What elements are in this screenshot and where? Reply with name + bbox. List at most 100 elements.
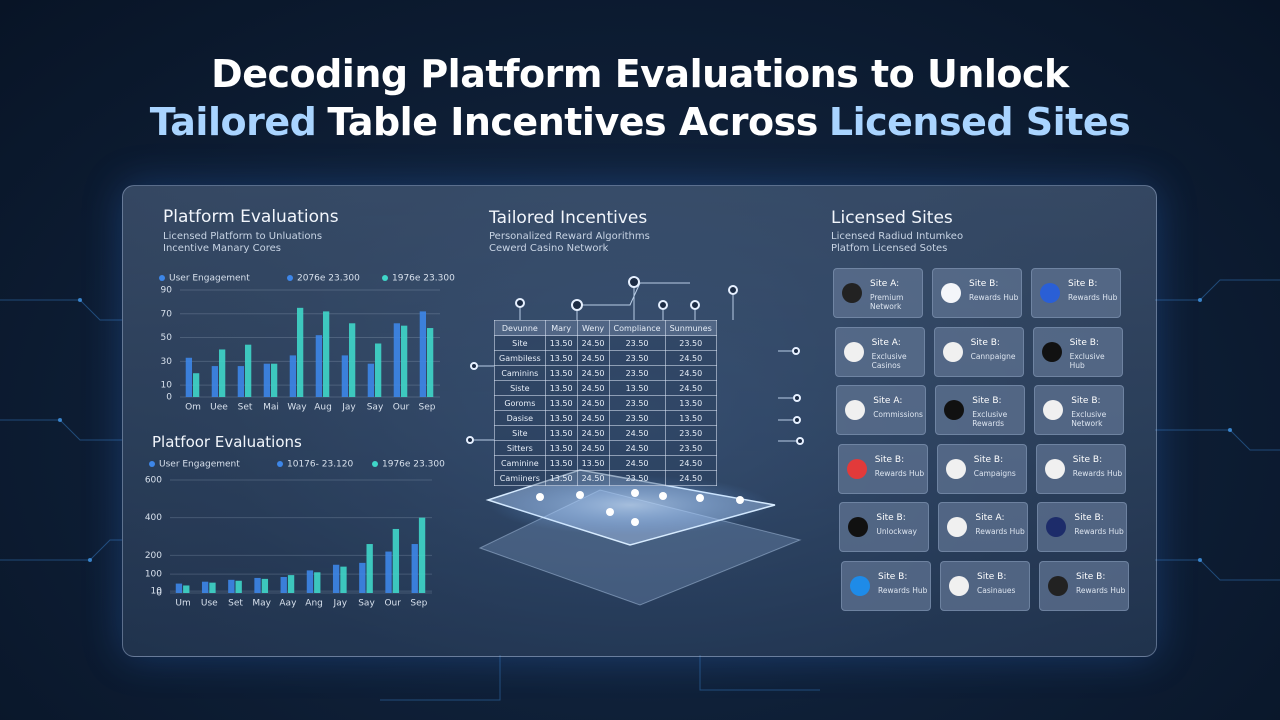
site-icon <box>944 400 965 420</box>
bar <box>289 355 296 397</box>
bar <box>419 311 426 397</box>
legend-label: 2076e 23.300 <box>297 274 360 284</box>
site-card: Site B: Rewards Hub <box>841 560 931 611</box>
x-tick-label: Mai <box>263 403 279 413</box>
table-cell: 13.50 <box>544 335 578 351</box>
table-cell: 13.50 <box>544 350 578 366</box>
site-card: Site B: Rewards Hub <box>837 443 928 494</box>
bar <box>185 357 192 397</box>
site-name: Site B: <box>977 571 1007 582</box>
chart-title: Platform Evaluations <box>163 207 339 227</box>
site-card: Site B: Campaigns <box>936 443 1027 494</box>
x-tick-label: Our <box>393 403 410 413</box>
table-cell: 24.50 <box>576 410 610 426</box>
legend-dot <box>277 461 283 467</box>
site-icon <box>845 400 866 420</box>
table-cell: 13.50 <box>608 380 666 396</box>
table-cell: 24.50 <box>608 425 666 441</box>
y-tick-label: 0 <box>166 393 172 403</box>
site-icon <box>1041 341 1062 362</box>
table-cell: 24.50 <box>576 335 610 351</box>
site-sub: Rewards Hub <box>975 527 1025 536</box>
bar <box>393 323 400 397</box>
table-cell: 24.50 <box>576 380 610 396</box>
bar <box>297 307 304 397</box>
chart-subtitle: Licensed Platform to Unluations Incentive… <box>163 231 322 255</box>
table-row: Camiiners 13.50 24.50 23.50 24.50 <box>494 470 717 486</box>
site-card: Site B: Rewards Hub <box>1037 502 1128 552</box>
site-sub: Casinaues <box>977 585 1016 595</box>
table-header-cell: Devunne <box>494 320 546 336</box>
x-tick-label: Sep <box>419 403 436 413</box>
site-name: Site B: <box>1068 279 1098 289</box>
subtitle-line: Cewerd Casino Network <box>489 243 609 254</box>
y-tick-label: 70 <box>161 309 173 319</box>
table-header-cell: Mary <box>544 320 578 336</box>
site-sub: Campaigns <box>973 468 1016 478</box>
table-cell: 24.50 <box>608 440 666 456</box>
site-icon <box>848 517 869 537</box>
chart-title: Platfoor Evaluations <box>152 433 302 451</box>
x-tick-label: Way <box>287 403 307 413</box>
site-icon <box>846 458 867 479</box>
site-sub: Rewards Hub <box>1068 293 1118 302</box>
site-icon <box>942 341 963 362</box>
site-icon <box>941 283 961 303</box>
site-card: Site B: Exclusive Hub <box>1032 326 1123 377</box>
title-line2: Tailored Table Incentives Across Licensed … <box>0 100 1280 144</box>
x-tick-label: Say <box>367 403 384 413</box>
x-tick-label: Say <box>358 599 375 609</box>
bar <box>366 544 373 593</box>
legend-label: 1976e 23.300 <box>382 460 445 470</box>
table-cell: Caminins <box>494 365 546 381</box>
table-cell: 13.50 <box>544 395 578 411</box>
table-cell: 24.50 <box>664 380 717 396</box>
x-tick-label: Aay <box>279 599 297 609</box>
table-row: Dasise 13.50 24.50 23.50 13.50 <box>494 410 717 426</box>
bar <box>245 344 252 397</box>
bar <box>375 343 382 397</box>
legend-dot <box>287 275 293 281</box>
site-card: Site B: Rewards Hub <box>1035 443 1126 494</box>
site-name: Site B: <box>1069 337 1099 348</box>
table-cell: 23.50 <box>664 335 717 351</box>
y-tick-label: 90 <box>161 286 173 296</box>
x-tick-label: Um <box>175 599 190 609</box>
legend-dot <box>159 275 165 281</box>
site-name: Site B: <box>1074 513 1104 523</box>
bar <box>183 585 190 593</box>
table-cell: 23.50 <box>608 395 666 411</box>
bar <box>340 566 347 593</box>
table-cell: 23.50 <box>608 365 666 381</box>
site-card: Site A: Commissions <box>836 385 927 435</box>
table-cell: Siste <box>494 380 546 396</box>
table-cell: 13.50 <box>544 365 578 381</box>
bar <box>261 578 269 593</box>
site-icon <box>949 575 969 596</box>
site-card: Site A: Rewards Hub <box>938 502 1029 552</box>
site-icon <box>945 458 966 479</box>
x-tick-label: Jay <box>333 599 348 609</box>
site-card: Site B: Casinaues <box>940 560 1030 611</box>
table-cell: Dasise <box>494 410 546 426</box>
table-cell: 13.50 <box>544 440 578 456</box>
bar <box>193 373 200 397</box>
site-icon <box>947 517 968 537</box>
y-tick-label: 30 <box>161 357 173 367</box>
site-sub: Unlockway <box>876 527 917 536</box>
table-cell: 24.50 <box>664 350 717 366</box>
site-name: Site B: <box>1072 454 1103 465</box>
site-icon <box>1043 400 1064 420</box>
site-name: Site A: <box>873 396 903 406</box>
table-row: Caminins 13.50 24.50 23.50 24.50 <box>494 365 717 381</box>
bar <box>237 366 244 397</box>
site-card: Site B: Rewards Hub <box>1039 560 1129 611</box>
bar <box>349 323 356 397</box>
table-cell: 13.50 <box>544 380 578 396</box>
x-tick-label: Uee <box>210 403 228 413</box>
site-name: Site A: <box>975 513 1005 523</box>
y-tick-label: 200 <box>145 551 162 561</box>
site-name: Site B: <box>1071 396 1101 406</box>
